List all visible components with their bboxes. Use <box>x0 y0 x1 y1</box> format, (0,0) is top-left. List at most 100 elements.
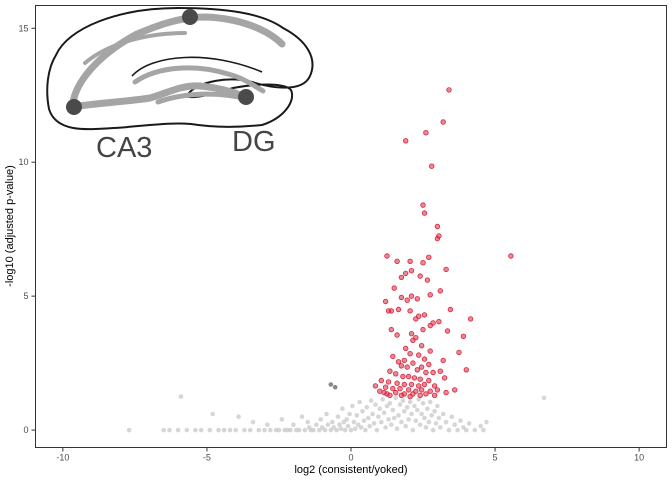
point-not-significant <box>409 411 414 417</box>
point-significant <box>430 369 436 376</box>
point-significant <box>420 326 426 333</box>
point-significant <box>427 322 433 329</box>
point-significant <box>398 274 405 281</box>
x-tick-label: 0 <box>348 453 353 463</box>
point-not-significant <box>331 425 337 430</box>
point-not-significant <box>325 422 331 428</box>
point-significant <box>437 368 443 374</box>
point-not-significant <box>330 419 335 425</box>
point-significant <box>447 306 454 313</box>
point-significant <box>427 348 433 354</box>
point-significant <box>387 368 393 374</box>
point-significant <box>398 363 405 369</box>
point-not-significant <box>379 419 384 425</box>
y-tick-label: 10 <box>18 157 28 167</box>
y-tick-label: 15 <box>18 23 28 33</box>
point-not-significant <box>366 415 371 421</box>
point-significant <box>421 381 428 388</box>
point-not-significant <box>198 427 204 433</box>
point-significant <box>394 258 400 264</box>
point-not-significant <box>449 414 455 420</box>
point-significant <box>467 316 474 322</box>
y-axis-title: -log10 (adjusted p-value) <box>4 165 16 287</box>
dg-node <box>238 89 254 105</box>
point-not-significant <box>461 425 466 430</box>
point-not-significant <box>126 427 132 433</box>
point-not-significant <box>393 395 399 401</box>
point-significant <box>434 387 441 393</box>
point-significant <box>410 360 416 366</box>
point-not-significant <box>402 409 407 414</box>
point-not-significant <box>347 411 352 417</box>
point-significant <box>440 357 446 364</box>
point-not-significant <box>296 427 302 433</box>
point-not-significant <box>184 427 190 433</box>
point-not-significant <box>334 427 339 433</box>
point-significant <box>418 343 425 349</box>
point-not-significant <box>403 423 409 429</box>
point-significant <box>382 298 389 305</box>
point-significant <box>384 253 390 259</box>
point-not-significant <box>291 422 296 428</box>
point-not-significant <box>399 419 404 425</box>
point-not-significant <box>319 425 325 430</box>
point-not-significant <box>429 413 435 418</box>
point-significant <box>426 377 432 384</box>
point-not-significant <box>317 427 322 433</box>
point-not-significant <box>397 402 403 407</box>
point-significant <box>393 389 399 396</box>
point-not-significant <box>423 425 429 430</box>
point-not-significant <box>344 417 350 422</box>
point-significant <box>508 253 514 259</box>
point-significant <box>446 87 452 93</box>
point-significant <box>416 383 422 389</box>
ca3-band <box>69 82 250 111</box>
point-not-significant <box>396 413 401 418</box>
point-not-significant <box>175 427 181 433</box>
point-not-significant <box>446 427 452 433</box>
point-not-significant <box>354 413 360 418</box>
point-not-significant <box>422 415 427 421</box>
point-not-significant <box>432 409 437 414</box>
point-not-significant <box>341 419 347 425</box>
point-not-significant <box>389 422 394 428</box>
point-not-significant <box>373 402 378 407</box>
point-not-significant <box>430 427 436 433</box>
point-not-significant <box>367 423 373 429</box>
point-significant <box>426 361 432 368</box>
point-not-significant <box>363 427 368 433</box>
point-significant <box>431 392 438 398</box>
point-not-significant <box>242 427 247 433</box>
point-not-significant <box>426 419 432 425</box>
point-not-significant <box>338 426 344 432</box>
dg-inner-line <box>131 56 263 77</box>
point-not-significant <box>413 418 419 424</box>
point-not-significant <box>178 394 184 399</box>
point-not-significant <box>221 427 227 433</box>
point-significant <box>388 308 394 314</box>
point-significant <box>408 293 415 299</box>
point-not-significant <box>345 423 351 429</box>
point-not-significant <box>247 427 253 433</box>
point-significant <box>407 393 413 400</box>
point-not-significant <box>265 422 270 428</box>
point-significant <box>408 331 415 337</box>
point-not-significant <box>433 421 439 426</box>
point-significant <box>401 357 407 364</box>
point-not-significant <box>368 398 374 403</box>
point-significant <box>391 285 397 291</box>
point-not-significant <box>357 399 362 405</box>
point-not-significant <box>376 414 381 420</box>
ca1-node <box>182 9 198 25</box>
point-not-significant <box>318 417 324 422</box>
point-not-significant <box>436 415 442 421</box>
ca-band <box>69 13 286 111</box>
point-significant <box>440 119 446 125</box>
point-significant <box>393 371 399 377</box>
point-significant <box>394 332 400 338</box>
point-significant <box>424 277 431 283</box>
ca3-node <box>66 99 82 115</box>
point-significant <box>395 359 402 365</box>
point-significant <box>429 163 435 169</box>
